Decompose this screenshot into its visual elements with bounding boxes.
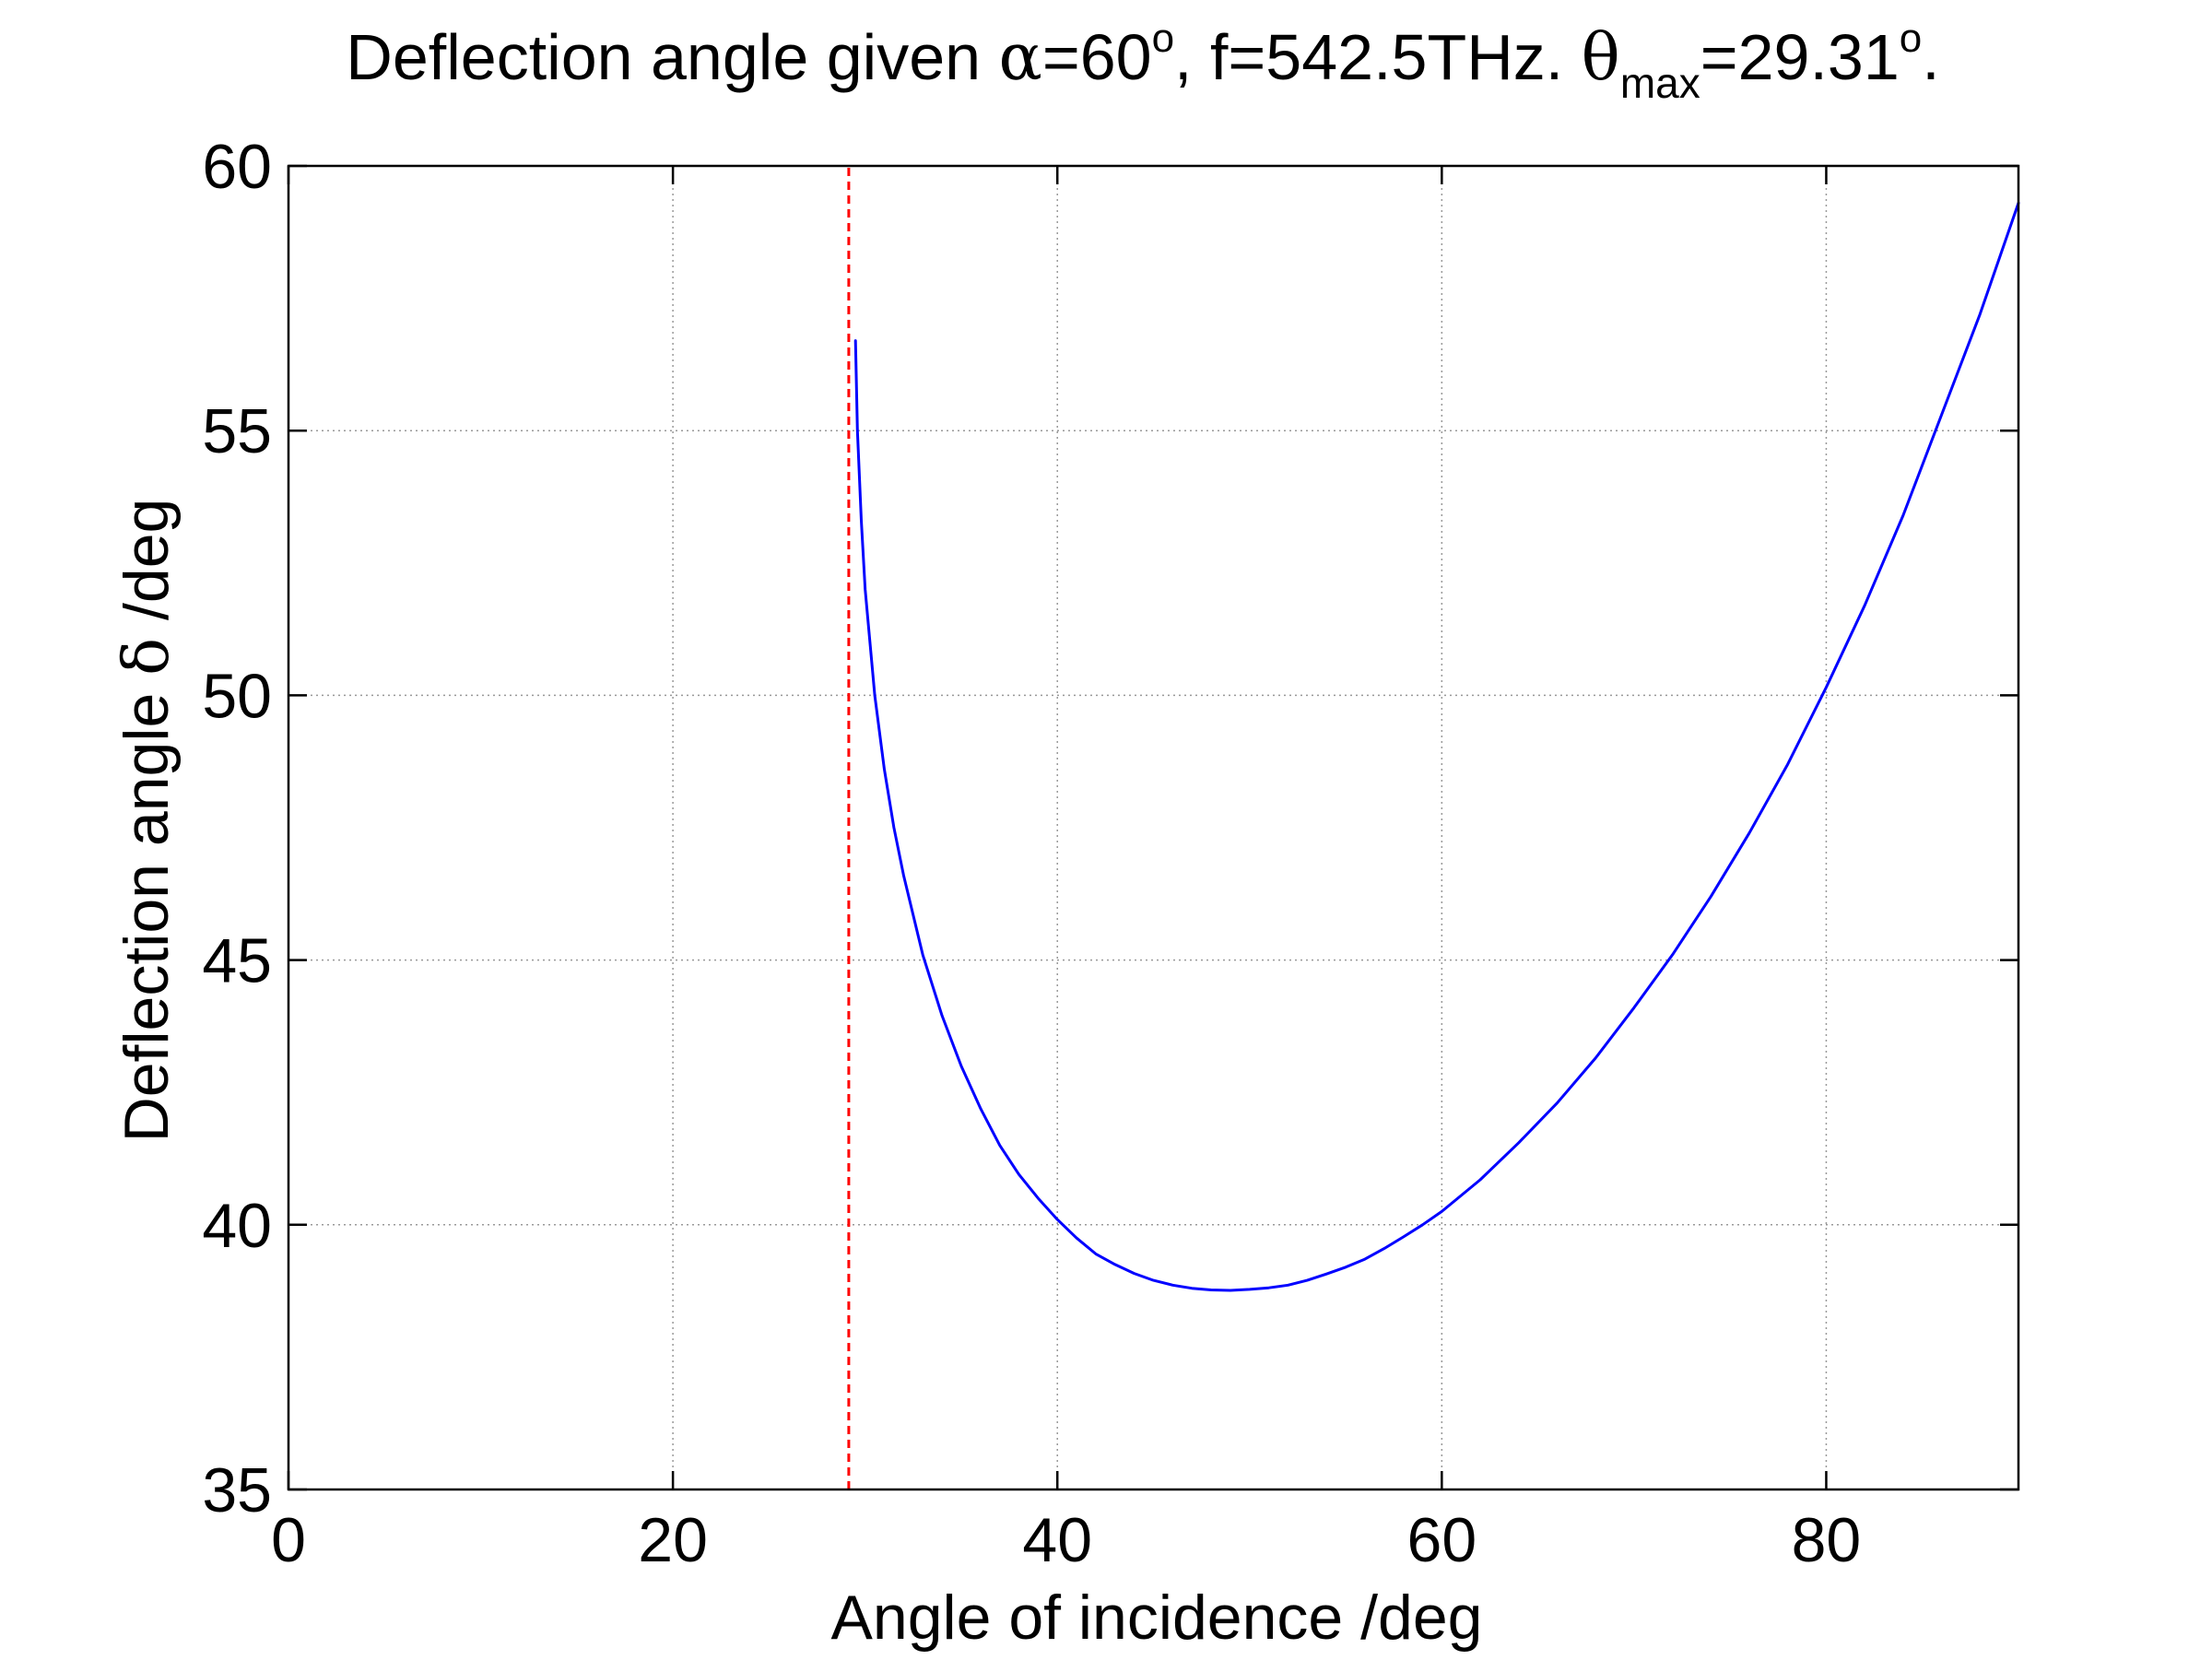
x-tick-label: 60	[1407, 1505, 1477, 1575]
y-tick-label: 40	[202, 1191, 272, 1261]
y-tick-label: 35	[202, 1455, 272, 1525]
x-tick-label: 80	[1792, 1505, 1862, 1575]
tick-labels: 0 20 40 60 80 35 40 45 50 55 60	[202, 132, 1861, 1575]
series-layer	[847, 166, 2020, 1489]
x-tick-label: 20	[638, 1505, 708, 1575]
x-tick-label: 0	[271, 1505, 306, 1575]
y-axis-label: Deflection angle δ /deg	[111, 499, 183, 1143]
title-degree-1: o	[1152, 16, 1174, 61]
y-tick-label: 55	[202, 396, 272, 466]
y-tick-label: 45	[202, 926, 272, 996]
title-alpha-symbol: α	[999, 19, 1042, 95]
y-tick-label: 50	[202, 661, 272, 731]
deflection-curve	[853, 201, 2020, 1292]
title-theta-symbol: θ	[1582, 19, 1620, 95]
title-suffix: .	[1922, 21, 1939, 93]
title-freq: , f=542.5THz.	[1174, 21, 1582, 93]
title-alpha-value: =60	[1042, 21, 1152, 93]
title-theta-value: =29.31	[1700, 21, 1900, 93]
plot-area-frame	[287, 164, 2020, 1491]
ylabel-symbol: δ	[111, 638, 183, 676]
x-tick-label: 40	[1022, 1505, 1092, 1575]
grid-lines	[288, 166, 2018, 1489]
title-prefix: Deflection angle given	[346, 21, 998, 93]
title-degree-2: o	[1900, 16, 1922, 61]
chart-title: Deflection angle given α=60o, f=542.5THz…	[346, 16, 1939, 107]
ylabel-suffix: /deg	[112, 499, 182, 638]
y-tick-label: 60	[202, 132, 272, 202]
x-axis-label: Angle of incidence /deg	[831, 1583, 1483, 1653]
title-theta-subscript: max	[1620, 59, 1700, 107]
ylabel-prefix: Deflection angle	[112, 676, 182, 1143]
